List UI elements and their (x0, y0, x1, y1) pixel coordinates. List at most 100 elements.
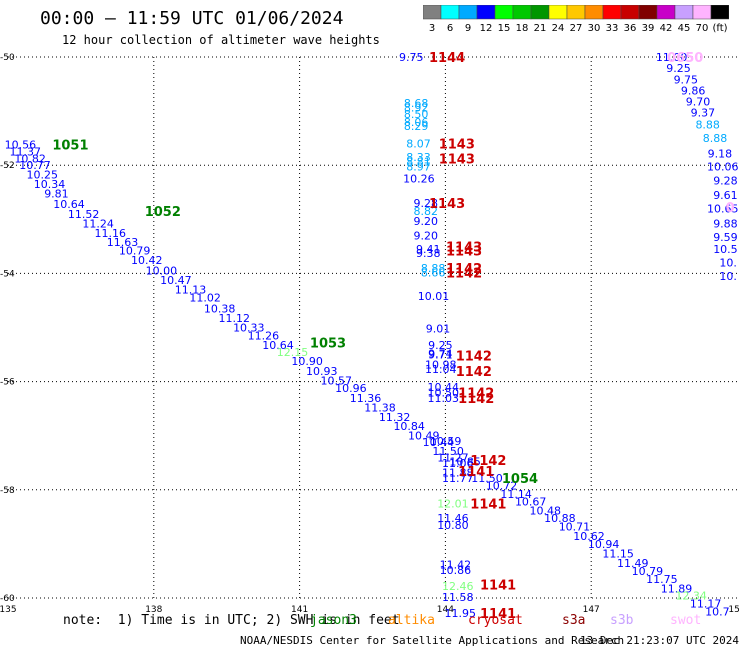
wave-height-point: 10.33 (233, 322, 265, 335)
wave-height-point: 10.86 (440, 564, 472, 577)
wave-height-point: 10.38 (204, 303, 236, 316)
wave-height-point: 11.38 (364, 402, 396, 415)
wave-height-point: 9.28 (414, 197, 439, 210)
wave-height-point: 10.26 (403, 173, 435, 186)
color-scale-label: 27 (570, 23, 583, 34)
wave-height-point: 9.81 (44, 187, 68, 200)
satellite-legend-item: s3a (562, 613, 586, 628)
wave-height-point: 8.81 (406, 155, 431, 168)
wave-height-point: 11.32 (379, 411, 411, 424)
wave-height-point: 11.16 (95, 227, 127, 240)
wave-height-point: 12.46 (442, 580, 474, 593)
wave-height-point: 11.50 (471, 472, 503, 485)
color-scale-label: 3 (429, 23, 435, 34)
y-tick-label: -50 (0, 53, 15, 63)
wave-height-point: 10. (719, 257, 737, 270)
pass-time-label: 1051 (52, 139, 88, 154)
wave-height-point: 10.64 (53, 198, 85, 211)
wave-height-point: 9.71 (428, 349, 453, 362)
wave-height-point: 11.58 (442, 591, 474, 604)
wave-height-point: 9.25 (666, 62, 691, 75)
wave-height-point: 11.88 (442, 466, 474, 479)
pass-time-label: 1143 (439, 138, 475, 153)
wave-height-point: 10.47 (160, 274, 192, 287)
wave-height-point: 11.17 (690, 597, 722, 610)
x-tick-label: 141 (291, 605, 308, 615)
wave-height-point: 11.06 (442, 457, 474, 470)
pass-time-label: 1143 (439, 153, 475, 168)
wave-height-point: 11.02 (189, 292, 221, 305)
wave-height-point: 9.41 (416, 243, 441, 256)
wave-height-point: 8.33 (406, 151, 431, 164)
wave-height-point: 10. (719, 270, 737, 283)
wave-height-point: 11.14 (500, 488, 532, 501)
wave-height-point: 10.44 (427, 381, 459, 394)
chart-title: 00:00 — 11:59 UTC 01/06/2024 (40, 8, 344, 29)
satellite-legend-item: s3b (610, 613, 634, 628)
satellite-legend: jason3 altika cryosat s3a s3b swot (300, 613, 740, 631)
color-scale-label: 45 (678, 23, 691, 34)
wave-height-point: 9.70 (686, 95, 711, 108)
wave-height-point: 8.88 (421, 262, 446, 275)
wave-height-point: 10.25 (27, 168, 59, 181)
wave-height-point: 10.79 (632, 565, 664, 578)
wave-height-point: 11.95 (444, 607, 476, 620)
wave-height-point: 10.96 (335, 382, 367, 395)
wave-height-point: 10.84 (393, 420, 425, 433)
wave-height-point: 11.52 (68, 208, 100, 221)
color-scale-label: 36 (624, 23, 637, 34)
wave-height-point: 11.37 (10, 146, 42, 159)
wave-height-point: 11.46 (437, 512, 469, 525)
pass-time-label: 1143 (429, 197, 465, 212)
color-scale-label: 18 (516, 23, 529, 34)
wave-height-point: 9.37 (691, 107, 716, 120)
color-scale-label: 6 (447, 23, 453, 34)
wave-height-point: 12.34 (675, 589, 707, 602)
color-swatch (710, 5, 729, 20)
satellite-legend-item: jason3 (310, 613, 357, 628)
color-scale-label: 30 (588, 23, 601, 34)
color-scale-label: (ft) (712, 23, 727, 34)
wave-height-point: 10.01 (418, 290, 450, 303)
pass-time-label: 1143 (446, 245, 482, 260)
wave-height-point: 10.80 (437, 519, 469, 532)
pass-time-label: 0 (726, 201, 735, 216)
x-tick-label: 135 (0, 605, 17, 615)
x-tick-label: 144 (437, 605, 454, 615)
wave-height-point: 10.90 (291, 355, 323, 368)
wave-height-point: 10.48 (530, 504, 562, 517)
wave-height-point: 10.62 (573, 530, 605, 543)
color-scale-label: 33 (606, 23, 619, 34)
wave-height-point: 8.06 (404, 116, 429, 129)
wave-height-point: 10.82 (14, 153, 46, 166)
wave-height-point: 10.7 (705, 606, 730, 619)
wave-height-point: 9.88 (713, 218, 738, 231)
pass-time-label: 1142 (458, 386, 494, 401)
wave-height-point: 10.00 (146, 265, 178, 278)
wave-height-point: 8.97 (406, 160, 431, 173)
color-scale-label: 12 (480, 23, 493, 34)
wave-height-point: 8.07 (406, 138, 431, 151)
wave-height-point: 10.77 (19, 159, 51, 172)
wave-height-point: 9.28 (713, 174, 738, 187)
wave-height-point: 10.67 (515, 496, 547, 509)
wave-height-point: 11.49 (617, 557, 649, 570)
pass-time-label: 1142 (456, 365, 492, 380)
wave-height-point: 10.49 (408, 430, 440, 443)
pass-time-label: 1141 (470, 497, 506, 512)
y-tick-label: -58 (0, 486, 15, 496)
wave-height-point: 9.25 (428, 339, 453, 352)
wave-height-point: 11.36 (350, 392, 382, 405)
wave-height-point: 11.75 (646, 573, 678, 586)
wave-height-point: 9.01 (426, 323, 451, 336)
wave-height-point: 10.59 (430, 435, 462, 448)
wave-height-point: 10.34 (34, 178, 65, 191)
wave-height-point: 12.01 (437, 497, 469, 510)
color-scale-label: 42 (660, 23, 673, 34)
wave-height-point: 10.44 (423, 436, 455, 449)
x-tick-label: 147 (583, 605, 600, 615)
wave-height-point: 8.66 (421, 266, 446, 279)
y-tick-label: -52 (0, 161, 15, 171)
pass-time-label: 1052 (145, 205, 181, 220)
wave-height-point: 11.50 (432, 445, 464, 458)
